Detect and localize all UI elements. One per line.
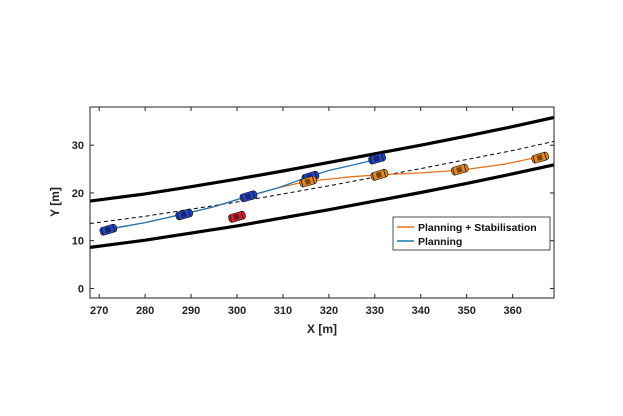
series-line-planning: [108, 157, 380, 230]
vehicle-marker: [239, 190, 258, 203]
vehicle-axle: [532, 155, 536, 164]
vehicle-axle: [380, 153, 384, 162]
x-tick-label: 330: [366, 305, 384, 317]
vehicle-cabin: [304, 178, 311, 185]
legend: Planning + Stabilisation Planning: [392, 216, 551, 251]
vehicle-axle: [240, 211, 244, 220]
x-axis-ticks: 270 280 290 300 310 320 330 340 350 360: [90, 107, 522, 317]
legend-box: [392, 216, 551, 251]
lower-boundary-line: [90, 163, 554, 249]
vehicle-axle: [452, 167, 456, 176]
x-tick-label: 270: [90, 305, 108, 317]
vehicle-cabin: [233, 213, 240, 221]
vehicle-axle: [187, 208, 191, 217]
vehicle-marker: [299, 175, 318, 188]
vehicle-axle: [229, 214, 233, 223]
vehicle-markers: [99, 151, 550, 236]
upper-boundary-line: [90, 115, 554, 203]
y-axis-label: Y [m]: [48, 187, 62, 217]
vehicle-axle: [463, 164, 467, 173]
vehicle-axle: [176, 212, 180, 221]
vehicle-cabin: [375, 171, 383, 179]
legend-label-planning: Planning: [418, 236, 462, 248]
vehicle-marker: [370, 169, 389, 181]
vehicle-axle: [252, 190, 256, 199]
y-tick-label: 20: [72, 188, 84, 200]
x-tick-label: 350: [458, 305, 476, 317]
x-tick-label: 310: [274, 305, 292, 317]
road-boundaries: [90, 115, 554, 249]
vehicle-cabin: [180, 211, 187, 218]
y-axis-ticks: 0 10 20 30: [72, 140, 554, 295]
x-axis-label: X [m]: [307, 322, 337, 336]
plot-area: [90, 107, 554, 298]
vehicle-marker: [99, 223, 118, 236]
vehicle-marker: [531, 151, 550, 164]
y-tick-label: 10: [72, 236, 84, 248]
vehicle-axle: [311, 176, 315, 184]
vehicle-axle: [371, 172, 375, 181]
plot-frame: [89, 106, 555, 299]
vehicle-marker: [228, 211, 246, 223]
x-tick-label: 300: [228, 305, 246, 317]
vehicle-cabin: [244, 193, 252, 200]
vehicle-axle: [383, 169, 387, 178]
x-tick-label: 360: [503, 305, 521, 317]
y-tick-label: 30: [72, 140, 84, 152]
vehicle-axle: [300, 179, 304, 188]
x-tick-label: 340: [412, 305, 430, 317]
center-reference-line: [90, 140, 554, 224]
vehicle-cabin: [373, 155, 380, 162]
vehicle-axle: [240, 194, 244, 203]
vehicle-axle: [112, 224, 116, 233]
vehicle-cabin: [104, 226, 112, 234]
y-tick-label: 0: [78, 283, 84, 295]
vehicle-axle: [314, 171, 318, 180]
vehicle-axle: [543, 152, 547, 161]
x-tick-label: 320: [320, 305, 338, 317]
x-tick-label: 280: [136, 305, 154, 317]
vehicle-axle: [100, 227, 104, 236]
vehicle-cabin: [536, 154, 543, 161]
vehicle-axle: [369, 156, 373, 165]
legend-label-planning-stabilisation: Planning + Stabilisation: [418, 222, 537, 234]
vehicle-marker: [368, 152, 386, 165]
vehicle-cabin: [456, 166, 463, 173]
x-tick-label: 290: [182, 305, 200, 317]
vehicle-marker: [175, 208, 194, 221]
vehicle-marker: [450, 163, 469, 176]
